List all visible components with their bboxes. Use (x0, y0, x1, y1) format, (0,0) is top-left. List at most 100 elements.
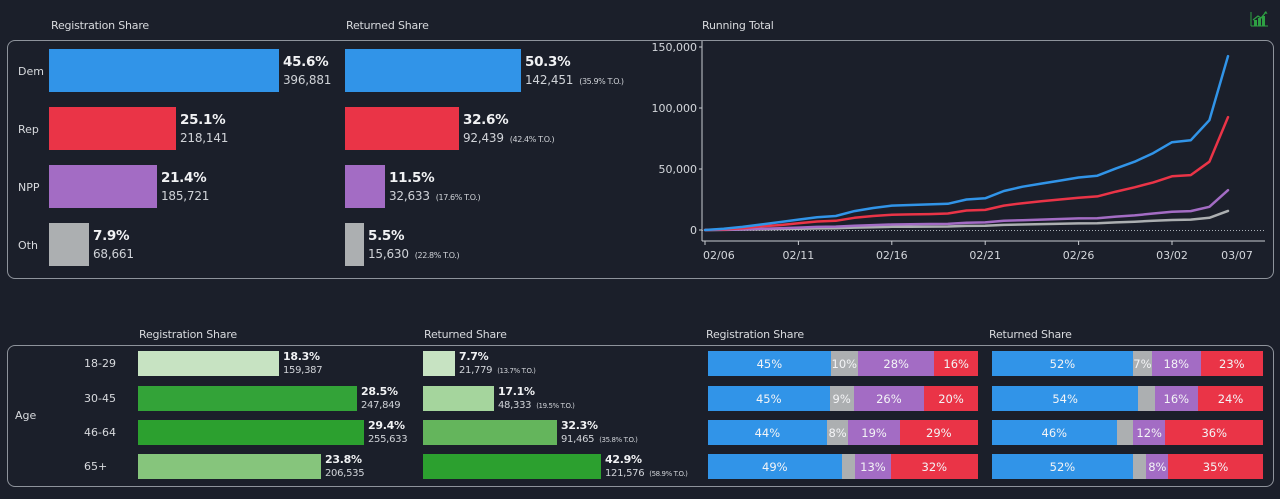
stack-segment-oth[interactable]: 8% (826, 420, 849, 445)
returned-pct-oth: 5.5% (368, 228, 405, 244)
age-returned-bar-18-29[interactable] (423, 351, 455, 376)
returned-count-npp: 32,633 (17.6% T.O.) (389, 189, 481, 203)
stack-segment-rep[interactable]: 36% (1165, 420, 1263, 445)
age-returned-bar-46-64[interactable] (423, 420, 557, 445)
stack-segment-npp[interactable]: 26% (853, 386, 924, 411)
x-tick-label: 03/07 (1221, 249, 1253, 262)
stack-segment-dem[interactable]: 45% (708, 351, 831, 376)
stack-segment-oth[interactable] (841, 454, 856, 479)
stack-segment-npp[interactable]: 18% (1151, 351, 1201, 376)
stack-segment-rep[interactable]: 16% (934, 351, 978, 376)
registration-bar-rep[interactable] (49, 107, 176, 150)
stack-segment-npp[interactable]: 8% (1146, 454, 1169, 479)
age-returned-turnout-30-45: (19.5% T.O.) (536, 402, 575, 410)
age-returned-stack-65plus: 52% 8% 35% (992, 454, 1263, 479)
age-registration-count-65plus: 206,535 (325, 468, 365, 479)
returned-count-oth: 15,630 (22.8% T.O.) (368, 247, 460, 261)
stack-segment-oth[interactable]: 7% (1132, 351, 1152, 376)
party-label-rep: Rep (18, 123, 39, 136)
stack-segment-oth[interactable]: 9% (829, 386, 854, 411)
age-registration-count-18-29: 159,387 (283, 365, 323, 376)
age-registration-bar-18-29[interactable] (138, 351, 279, 376)
age-registration-pct-65plus: 23.8% (325, 453, 362, 466)
registration-count-dem: 396,881 (283, 73, 332, 87)
x-tick-label: 02/16 (876, 249, 908, 262)
stack-segment-npp[interactable]: 19% (848, 420, 900, 445)
age-returned-pct-65plus: 42.9% (605, 453, 642, 466)
x-tick-label: 02/26 (1063, 249, 1095, 262)
age-stack-returned-header: Returned Share (989, 328, 1072, 341)
stack-segment-rep[interactable]: 23% (1200, 351, 1263, 376)
registration-bar-oth[interactable] (49, 223, 89, 266)
stack-segment-oth[interactable] (1116, 420, 1133, 445)
x-tick-label: 02/21 (969, 249, 1001, 262)
registration-count-npp: 185,721 (161, 189, 210, 203)
registration-count-rep: 218,141 (180, 131, 229, 145)
returned-turnout-npp: (17.6% T.O.) (435, 193, 481, 202)
age-dimension-label: Age (15, 409, 37, 422)
stack-segment-rep[interactable]: 20% (923, 386, 978, 411)
stack-segment-rep[interactable]: 24% (1197, 386, 1263, 411)
party-registration-header: Registration Share (51, 19, 149, 32)
returned-bar-npp[interactable] (345, 165, 385, 208)
age-returned-count-46-64: 91,465 (35.8% T.O.) (561, 434, 638, 445)
age-returned-bar-65plus[interactable] (423, 454, 601, 479)
age-registration-stack-46-64: 44% 8% 19% 29% (708, 420, 978, 445)
registration-bar-npp[interactable] (49, 165, 157, 208)
returned-turnout-dem: (35.9% T.O.) (579, 77, 624, 86)
stack-segment-dem[interactable]: 49% (708, 454, 842, 479)
stack-segment-npp[interactable]: 28% (857, 351, 935, 376)
party-label-oth: Oth (18, 239, 38, 252)
returned-bar-dem[interactable] (345, 49, 521, 92)
age-registration-pct-18-29: 18.3% (283, 350, 320, 363)
stack-segment-npp[interactable]: 12% (1132, 420, 1166, 445)
stack-segment-rep[interactable]: 32% (890, 454, 978, 479)
returned-count-rep: 92,439 (42.4% T.O.) (463, 131, 555, 145)
age-returned-turnout-46-64: (35.8% T.O.) (599, 436, 638, 444)
stack-segment-npp[interactable]: 13% (855, 454, 891, 479)
chart-growth-icon[interactable] (1249, 10, 1269, 28)
stack-segment-oth[interactable]: 10% (830, 351, 858, 376)
age-label-18-29: 18-29 (84, 357, 116, 370)
age-label-46-64: 46-64 (84, 426, 116, 439)
age-registration-stack-65plus: 49% 13% 32% (708, 454, 978, 479)
y-tick-label: 100,000 (652, 102, 698, 115)
age-returned-count-30-45: 48,333 (19.5% T.O.) (498, 400, 575, 411)
age-registration-bar-46-64[interactable] (138, 420, 364, 445)
party-panel (7, 40, 1274, 279)
series-line-rep (703, 115, 1230, 232)
stack-segment-oth[interactable] (1132, 454, 1147, 479)
stack-segment-dem[interactable]: 46% (992, 420, 1117, 445)
stack-segment-npp[interactable]: 16% (1154, 386, 1198, 411)
age-returned-pct-46-64: 32.3% (561, 419, 598, 432)
stack-segment-rep[interactable]: 29% (899, 420, 978, 445)
age-registration-stack-30-45: 45% 9% 26% 20% (708, 386, 978, 411)
age-returned-stack-18-29: 52% 7% 18% 23% (992, 351, 1263, 376)
registration-pct-dem: 45.6% (283, 54, 329, 70)
stack-segment-dem[interactable]: 44% (708, 420, 827, 445)
y-tick-label: 0 (690, 224, 697, 237)
age-registration-bar-65plus[interactable] (138, 454, 321, 479)
stack-segment-rep[interactable]: 35% (1168, 454, 1263, 479)
age-label-65plus: 65+ (84, 460, 108, 473)
registration-pct-npp: 21.4% (161, 170, 207, 186)
age-label-30-45: 30-45 (84, 392, 116, 405)
age-returned-count-65plus: 121,576 (58.9% T.O.) (605, 468, 688, 479)
y-tick-label: 150,000 (652, 41, 698, 54)
returned-bar-rep[interactable] (345, 107, 459, 150)
age-returned-bar-30-45[interactable] (423, 386, 494, 411)
stack-segment-dem[interactable]: 52% (992, 351, 1133, 376)
age-registration-count-46-64: 255,633 (368, 434, 408, 445)
age-returned-turnout-18-29: (13.7% T.O.) (497, 367, 536, 375)
registration-bar-dem[interactable] (49, 49, 279, 92)
stack-segment-dem[interactable]: 54% (992, 386, 1139, 411)
returned-turnout-oth: (22.8% T.O.) (414, 251, 460, 260)
returned-pct-npp: 11.5% (389, 170, 435, 186)
stack-segment-oth[interactable] (1138, 386, 1155, 411)
age-registration-bar-30-45[interactable] (138, 386, 357, 411)
returned-bar-oth[interactable] (345, 223, 364, 266)
stack-segment-dem[interactable]: 52% (992, 454, 1133, 479)
age-returned-stack-46-64: 46% 12% 36% (992, 420, 1263, 445)
age-returned-turnout-65plus: (58.9% T.O.) (649, 470, 688, 478)
stack-segment-dem[interactable]: 45% (708, 386, 830, 411)
